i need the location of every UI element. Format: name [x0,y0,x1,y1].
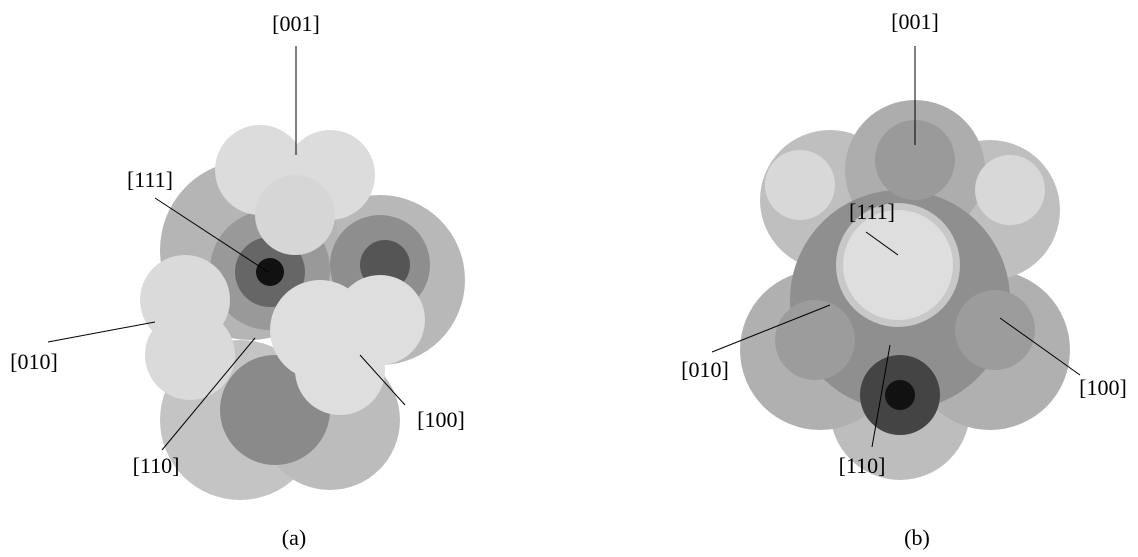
label: [111] [849,199,895,224]
caption: (a) [282,525,306,550]
label: [100] [1079,375,1127,400]
label: [111] [127,167,173,192]
shape-a [140,125,465,500]
figure: [001] [111] [010] [110] [100] (a) [001] … [0,0,1138,557]
caption: (b) [904,525,930,550]
label: [001] [272,11,320,36]
label: [001] [891,9,939,34]
shape-b [740,100,1070,480]
label: [010] [10,349,58,374]
label: [110] [839,453,886,478]
label: [100] [417,407,465,432]
label: [010] [681,357,729,382]
label: [110] [133,453,180,478]
